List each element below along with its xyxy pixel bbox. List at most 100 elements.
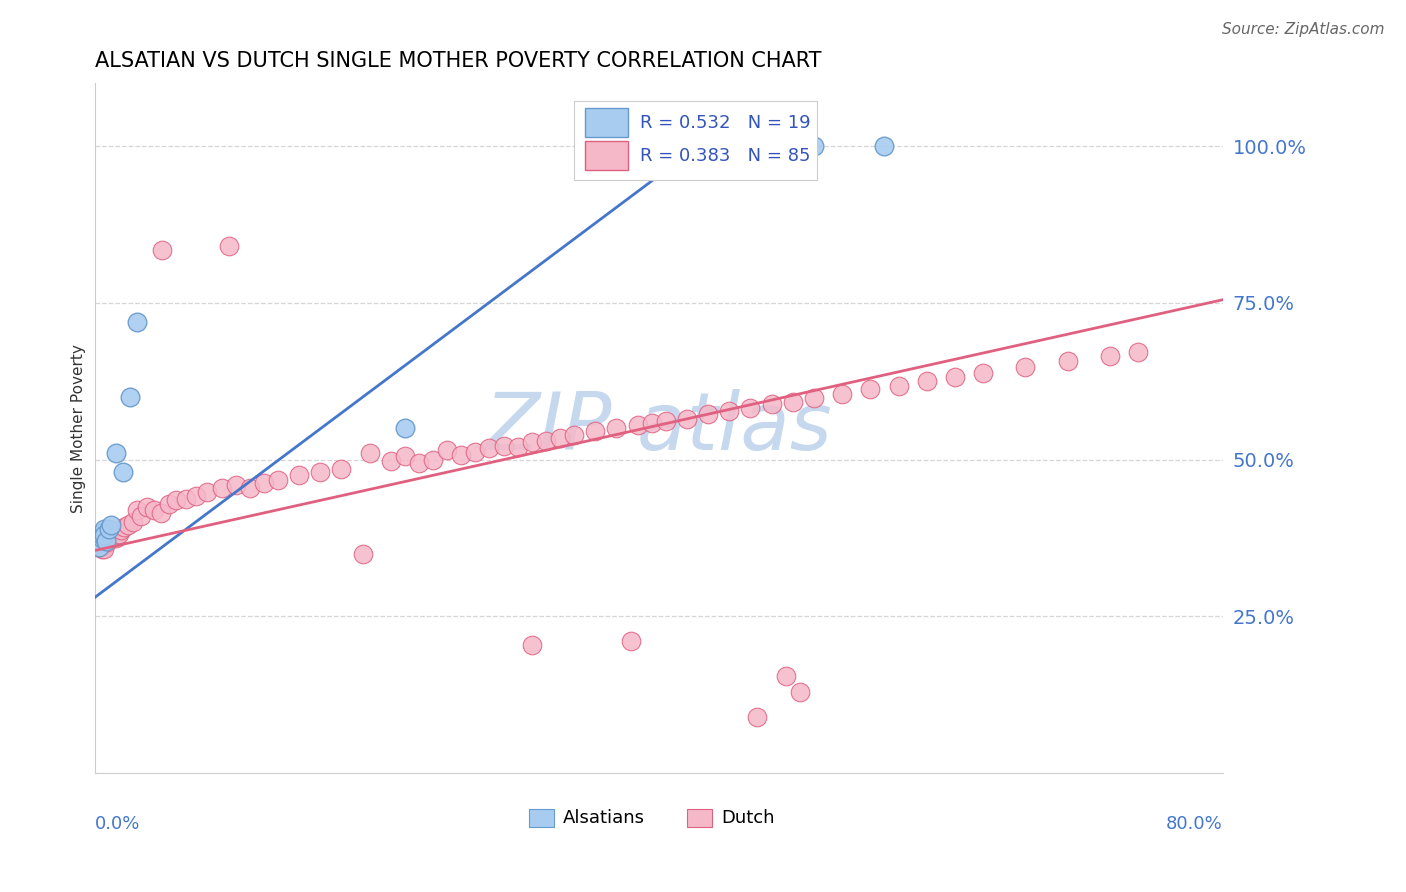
Text: 0.0%: 0.0% bbox=[94, 814, 141, 832]
Point bbox=[1128, 344, 1150, 359]
Point bbox=[520, 638, 543, 652]
Point bbox=[972, 366, 994, 380]
Point bbox=[165, 493, 187, 508]
Point bbox=[89, 537, 111, 551]
Text: 80.0%: 80.0% bbox=[1166, 814, 1223, 832]
FancyBboxPatch shape bbox=[574, 101, 817, 180]
Point bbox=[211, 481, 233, 495]
Point bbox=[380, 454, 402, 468]
Point bbox=[775, 669, 797, 683]
Bar bbox=[585, 108, 628, 137]
Point bbox=[1099, 349, 1122, 363]
Point bbox=[520, 435, 543, 450]
Point bbox=[87, 534, 110, 549]
Point bbox=[91, 524, 114, 539]
Point bbox=[761, 397, 783, 411]
Point bbox=[94, 534, 117, 549]
Point bbox=[93, 541, 115, 556]
Point bbox=[118, 390, 141, 404]
Point bbox=[534, 434, 557, 448]
Point bbox=[267, 473, 290, 487]
Point bbox=[697, 408, 720, 422]
Point bbox=[157, 496, 180, 510]
Point bbox=[859, 383, 882, 397]
Point bbox=[562, 427, 585, 442]
Point bbox=[97, 522, 120, 536]
Point bbox=[253, 476, 276, 491]
Point bbox=[103, 529, 125, 543]
Point bbox=[93, 537, 115, 551]
Text: Source: ZipAtlas.com: Source: ZipAtlas.com bbox=[1222, 22, 1385, 37]
Text: R = 0.383   N = 85: R = 0.383 N = 85 bbox=[640, 147, 810, 165]
Point bbox=[626, 418, 648, 433]
Point bbox=[887, 378, 910, 392]
Point bbox=[330, 462, 353, 476]
Point bbox=[94, 531, 117, 545]
Point bbox=[648, 139, 671, 153]
Point bbox=[107, 526, 129, 541]
Point bbox=[101, 526, 124, 541]
Point bbox=[91, 533, 114, 547]
Point bbox=[740, 401, 762, 416]
Point bbox=[676, 412, 699, 426]
Point bbox=[506, 440, 529, 454]
Point bbox=[359, 446, 381, 460]
Point bbox=[104, 531, 127, 545]
Point bbox=[943, 369, 966, 384]
Point bbox=[288, 468, 311, 483]
Point bbox=[184, 489, 207, 503]
Point bbox=[87, 534, 110, 549]
Text: ALSATIAN VS DUTCH SINGLE MOTHER POVERTY CORRELATION CHART: ALSATIAN VS DUTCH SINGLE MOTHER POVERTY … bbox=[94, 51, 821, 70]
Point bbox=[174, 491, 197, 506]
Y-axis label: Single Mother Poverty: Single Mother Poverty bbox=[72, 343, 86, 513]
Point bbox=[104, 446, 127, 460]
Point bbox=[436, 443, 458, 458]
Point bbox=[239, 481, 262, 495]
Point bbox=[121, 516, 143, 530]
Point bbox=[90, 528, 112, 542]
Point bbox=[100, 518, 122, 533]
Point bbox=[100, 528, 122, 542]
Point bbox=[86, 537, 108, 551]
Point bbox=[309, 465, 332, 479]
Point bbox=[98, 529, 121, 543]
Point bbox=[803, 391, 825, 405]
Point bbox=[605, 421, 627, 435]
Point bbox=[135, 500, 157, 514]
Point bbox=[583, 425, 606, 439]
Point bbox=[803, 139, 825, 153]
Point bbox=[394, 421, 416, 435]
Point bbox=[110, 523, 132, 537]
Point bbox=[87, 541, 110, 555]
Point bbox=[90, 541, 112, 556]
Point bbox=[548, 431, 571, 445]
Point bbox=[112, 520, 135, 534]
Point bbox=[93, 528, 115, 542]
Point bbox=[464, 445, 486, 459]
Point bbox=[93, 522, 115, 536]
Point bbox=[91, 539, 114, 553]
Point bbox=[111, 465, 134, 479]
Point bbox=[90, 535, 112, 549]
Point bbox=[450, 448, 472, 462]
Point bbox=[90, 531, 112, 545]
Point bbox=[747, 710, 769, 724]
Text: Dutch: Dutch bbox=[721, 809, 775, 827]
Point bbox=[117, 518, 139, 533]
Point bbox=[96, 535, 118, 549]
Point bbox=[149, 506, 172, 520]
Point bbox=[641, 416, 664, 430]
Point bbox=[394, 450, 416, 464]
Point bbox=[655, 414, 678, 428]
Point bbox=[352, 547, 374, 561]
Point bbox=[408, 456, 430, 470]
Point bbox=[718, 403, 741, 417]
Point bbox=[619, 634, 641, 648]
Point bbox=[1056, 353, 1078, 368]
Point bbox=[125, 315, 148, 329]
Point bbox=[1014, 359, 1036, 374]
Point bbox=[218, 239, 240, 253]
Point bbox=[422, 452, 444, 467]
Point bbox=[125, 503, 148, 517]
Point bbox=[94, 533, 117, 547]
